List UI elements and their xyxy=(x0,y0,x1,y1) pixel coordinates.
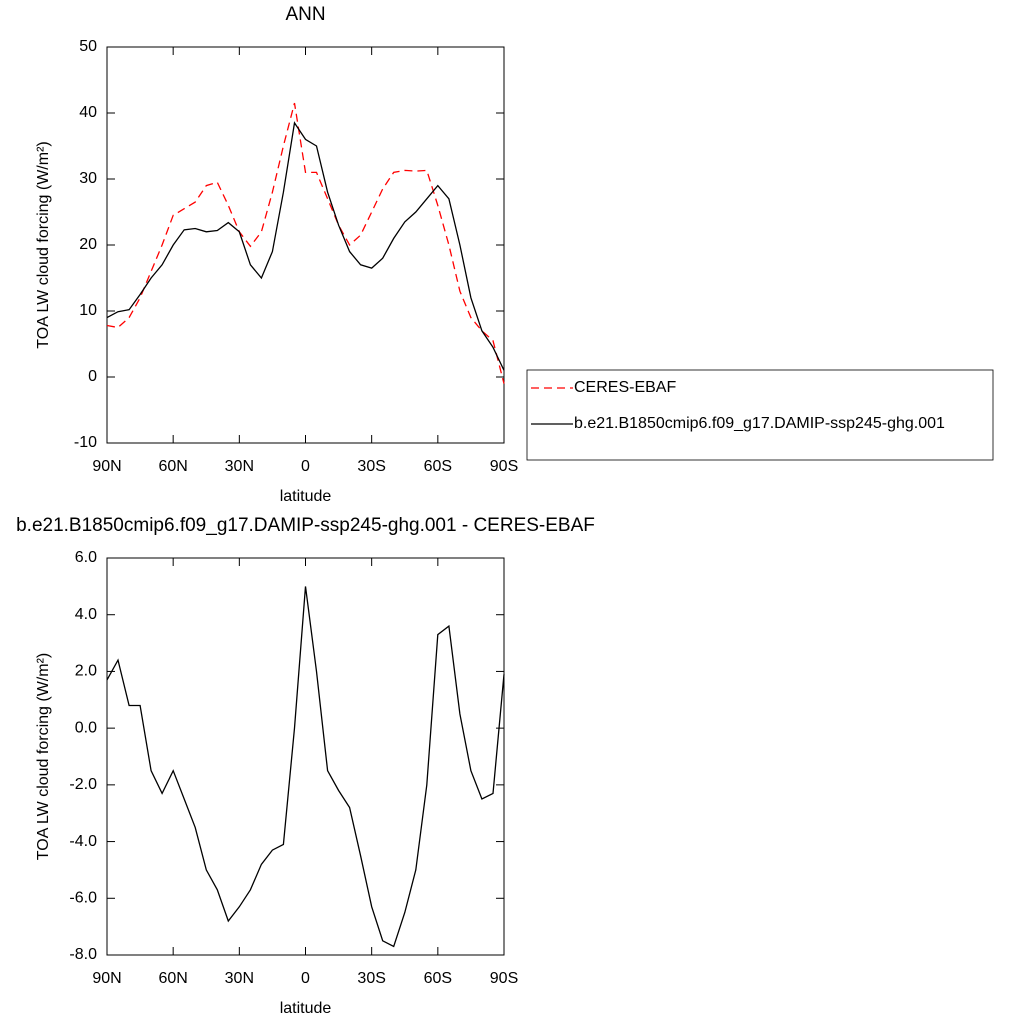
plot-frame xyxy=(106,557,505,956)
x-tick-label: 90N xyxy=(92,970,121,987)
y-tick-label: 0 xyxy=(88,368,97,385)
y-tick-label: 0.0 xyxy=(75,719,97,736)
x-axis-label: latitude xyxy=(280,1000,332,1017)
x-tick-label: 60N xyxy=(158,458,187,475)
data-line xyxy=(106,121,505,371)
x-tick-label: 90S xyxy=(490,970,518,987)
chart-title: b.e21.B1850cmip6.f09_g17.DAMIP-ssp245-gh… xyxy=(16,515,595,536)
x-tick-label: 60S xyxy=(424,970,452,987)
x-tick-label: 60S xyxy=(424,458,452,475)
x-tick-label: 30N xyxy=(225,970,254,987)
x-tick-label: 30S xyxy=(357,458,385,475)
y-tick-label: 50 xyxy=(79,38,97,55)
legend-box xyxy=(526,369,994,461)
y-tick-label: 20 xyxy=(79,236,97,253)
data-line xyxy=(106,586,505,948)
x-tick-label: 60N xyxy=(158,970,187,987)
data-line xyxy=(106,102,505,384)
x-tick-label: 30S xyxy=(357,970,385,987)
y-tick-label: 30 xyxy=(79,170,97,187)
legend-label: CERES-EBAF xyxy=(574,379,676,396)
x-tick-label: 0 xyxy=(301,970,310,987)
x-tick-label: 30N xyxy=(225,458,254,475)
x-tick-label: 90S xyxy=(490,458,518,475)
y-tick-label: 6.0 xyxy=(75,549,97,566)
y-tick-label: -8.0 xyxy=(69,946,97,963)
legend-label: b.e21.B1850cmip6.f09_g17.DAMIP-ssp245-gh… xyxy=(574,415,945,432)
plot-frame xyxy=(106,46,505,444)
y-tick-label: 4.0 xyxy=(75,606,97,623)
y-axis-label: TOA LW cloud forcing (W/m²) xyxy=(35,141,52,348)
y-axis-label: TOA LW cloud forcing (W/m²) xyxy=(35,653,52,860)
y-tick-label: -6.0 xyxy=(69,890,97,907)
y-tick-label: -10 xyxy=(74,434,97,451)
y-tick-label: -4.0 xyxy=(69,833,97,850)
x-tick-label: 0 xyxy=(301,458,310,475)
y-tick-label: 40 xyxy=(79,104,97,121)
y-tick-label: -2.0 xyxy=(69,776,97,793)
x-axis-label: latitude xyxy=(280,488,332,505)
y-tick-label: 10 xyxy=(79,302,97,319)
chart-title: ANN xyxy=(285,4,325,25)
x-tick-label: 90N xyxy=(92,458,121,475)
y-tick-label: 2.0 xyxy=(75,663,97,680)
